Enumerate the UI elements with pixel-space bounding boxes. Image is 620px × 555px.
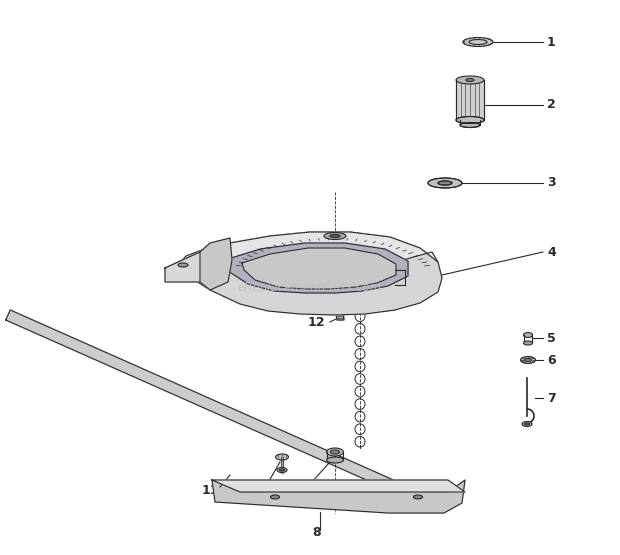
Ellipse shape: [466, 78, 474, 82]
Text: 3: 3: [547, 176, 556, 189]
Text: 10: 10: [290, 481, 307, 493]
Text: 7: 7: [547, 391, 556, 405]
Text: 4: 4: [547, 245, 556, 259]
Polygon shape: [165, 252, 200, 282]
Ellipse shape: [522, 421, 532, 426]
Ellipse shape: [523, 332, 533, 337]
Ellipse shape: [330, 450, 340, 454]
Ellipse shape: [525, 423, 529, 425]
Ellipse shape: [327, 448, 343, 456]
Ellipse shape: [277, 467, 287, 472]
Text: 1: 1: [547, 36, 556, 48]
Polygon shape: [175, 232, 442, 315]
Ellipse shape: [280, 469, 285, 471]
Text: 11: 11: [202, 483, 219, 497]
Text: 9: 9: [252, 482, 260, 495]
Text: 5: 5: [547, 331, 556, 345]
Polygon shape: [165, 238, 232, 290]
Ellipse shape: [428, 178, 462, 188]
Polygon shape: [456, 80, 484, 120]
Polygon shape: [225, 243, 408, 293]
Polygon shape: [212, 480, 465, 513]
Ellipse shape: [456, 117, 484, 124]
Text: 8: 8: [312, 527, 321, 539]
Ellipse shape: [275, 454, 288, 460]
Ellipse shape: [324, 233, 346, 240]
Polygon shape: [335, 308, 344, 320]
Ellipse shape: [414, 495, 422, 499]
Ellipse shape: [523, 341, 533, 345]
Polygon shape: [242, 248, 396, 289]
Ellipse shape: [456, 76, 484, 84]
Ellipse shape: [460, 123, 480, 128]
Polygon shape: [212, 480, 465, 492]
Ellipse shape: [270, 495, 280, 499]
Polygon shape: [175, 232, 438, 272]
Ellipse shape: [525, 359, 531, 361]
Ellipse shape: [463, 38, 493, 47]
Text: 2: 2: [547, 98, 556, 112]
Ellipse shape: [521, 356, 536, 364]
Ellipse shape: [178, 263, 188, 267]
Ellipse shape: [327, 457, 343, 463]
Ellipse shape: [438, 181, 452, 185]
Text: eReplacementParts.com: eReplacementParts.com: [238, 281, 382, 295]
Text: 6: 6: [547, 354, 556, 366]
Ellipse shape: [330, 235, 340, 238]
Text: 12: 12: [308, 316, 325, 330]
Polygon shape: [6, 310, 401, 493]
